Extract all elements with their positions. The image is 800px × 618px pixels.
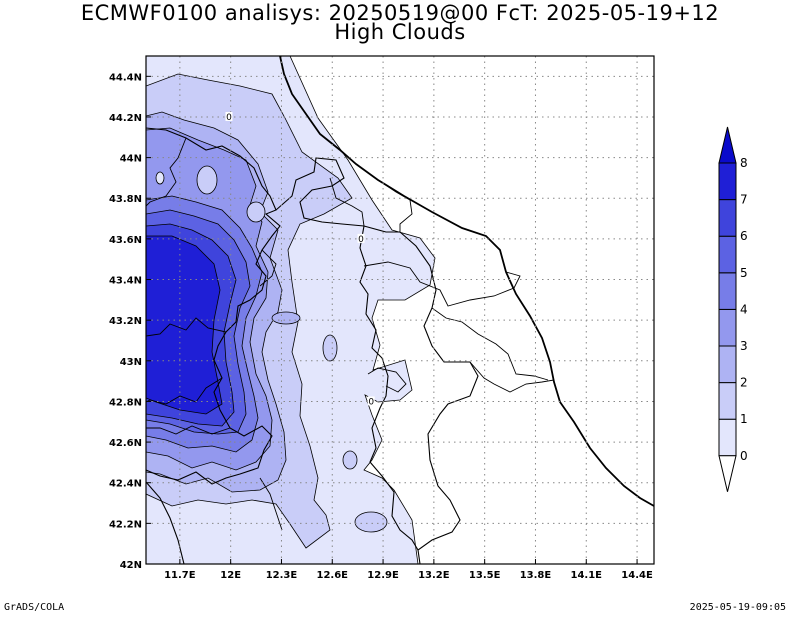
graticule [146, 56, 654, 565]
colorbar-box [718, 382, 737, 420]
province-border [377, 179, 413, 232]
colorbar-box [718, 308, 737, 347]
province-border [363, 261, 521, 307]
region-border [146, 481, 185, 564]
colorbar-label: 1 [740, 412, 748, 426]
map-subtitle: High Clouds [334, 20, 466, 44]
contour-label: 0 [358, 235, 364, 245]
cloud-patch [354, 511, 388, 533]
lon-tick-label: 14.4E [621, 570, 653, 581]
lon-tick-label: 12.9E [367, 570, 399, 581]
colorbar: 0 1 2 3 4 5 6 7 8 [718, 126, 748, 492]
lon-tick-label: 13.8E [520, 570, 552, 581]
colorbar-box [718, 345, 737, 384]
lon-tick-label: 12.3E [266, 570, 298, 581]
region-border [359, 225, 419, 551]
colorbar-box [718, 235, 737, 274]
colorbar-box [718, 162, 737, 201]
province-border [259, 477, 283, 531]
cloud-patch [246, 201, 266, 223]
province-border [367, 367, 407, 393]
lon-tick-label: 13.2E [418, 570, 450, 581]
lat-tick-label: 42.6N [109, 438, 142, 449]
lat-tick-label: 43.8N [109, 194, 142, 205]
province-border [146, 425, 231, 435]
lon-tick-label: 12E [220, 570, 241, 581]
lon-tick-label: 13.5E [469, 570, 501, 581]
colorbar-label: 0 [740, 449, 748, 463]
lat-tick-label: 44N [120, 154, 142, 165]
lat-tick-label: 43.6N [109, 235, 142, 246]
colorbar-label: 5 [740, 266, 748, 280]
cloud-patch [196, 165, 218, 195]
footer-timestamp: 2025-05-19-09:05 [689, 602, 786, 613]
lat-tick-label: 43.2N [109, 316, 142, 327]
map-frame [145, 55, 655, 565]
contour-label: 0 [368, 397, 374, 407]
coastline [279, 56, 654, 507]
cloud-field [146, 56, 654, 564]
cloud-level-8 [146, 235, 223, 415]
lat-tick-label: 44.2N [109, 113, 142, 124]
contour-label: 0 [226, 113, 232, 123]
colorbar-box [718, 272, 737, 310]
cloud-patch [155, 171, 165, 185]
lon-tick-label: 11.7E [164, 570, 196, 581]
colorbar-label: 7 [740, 193, 748, 207]
region-border [146, 127, 281, 485]
lon-tick-label: 12.6E [317, 570, 349, 581]
colorbar-arrow-top [718, 126, 737, 164]
province-border [259, 249, 277, 287]
region-border [275, 157, 479, 564]
colorbar-label: 8 [740, 156, 748, 170]
province-border [146, 137, 187, 207]
lat-tick-label: 42N [120, 560, 142, 571]
cloud-patch [271, 311, 301, 325]
lat-tick-label: 42.2N [109, 519, 142, 530]
contour-label-bg [367, 396, 375, 406]
admin-borders [146, 56, 654, 564]
colorbar-label: 4 [740, 302, 748, 316]
map-title: ECMWF0100 analisys: 20250519@00 FcT: 202… [80, 1, 720, 25]
province-border [469, 361, 555, 393]
lat-tick-label: 43.4N [109, 276, 142, 287]
contour-labels: 0 0 0 [225, 111, 375, 407]
lat-tick-label: 44.4N [109, 72, 142, 83]
lon-tick-label: 14.1E [571, 570, 603, 581]
longitude-labels: 11.7E 12E 12.3E 12.6E 12.9E 13.2E 13.5E 13.8E 14… [164, 570, 653, 581]
province-border [431, 307, 549, 381]
colorbar-label: 2 [740, 376, 748, 390]
lat-tick-label: 43N [120, 357, 142, 368]
colorbar-label: 3 [740, 339, 748, 353]
province-border [146, 317, 227, 337]
lat-tick-label: 42.8N [109, 397, 142, 408]
province-border [329, 177, 365, 227]
cloud-patch [322, 334, 338, 362]
colorbar-arrow-bottom [718, 455, 737, 492]
colorbar-box [718, 418, 737, 457]
contour-label-bg [357, 233, 365, 243]
province-border [146, 377, 223, 405]
cloud-patch [342, 450, 358, 470]
contour-label-bg [225, 111, 233, 121]
lat-tick-label: 42.4N [109, 479, 142, 490]
colorbar-label: 6 [740, 229, 748, 243]
footer-credit: GrADS/COLA [4, 602, 65, 613]
latitude-labels: 42N 42.2N 42.4N 42.6N 42.8N 43N 43.2N 43.4N 43.6… [109, 72, 142, 571]
colorbar-box [718, 199, 737, 237]
